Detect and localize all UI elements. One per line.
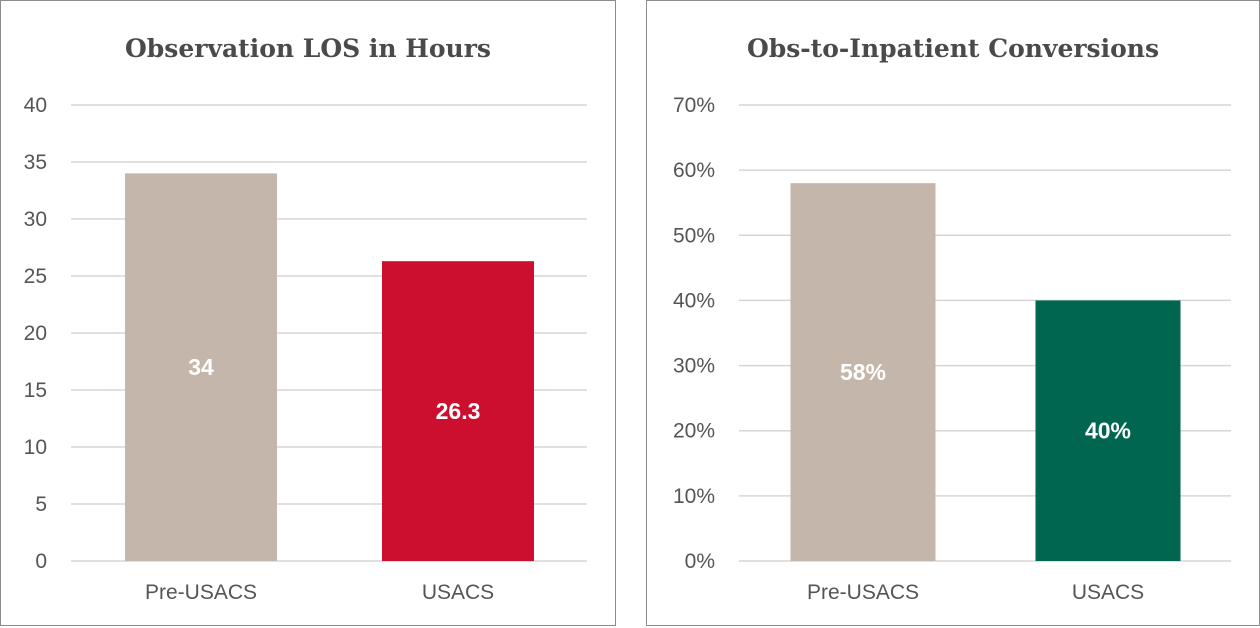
x-category-label: USACS xyxy=(422,581,494,604)
y-tick-label: 70% xyxy=(673,94,715,117)
x-category-label: USACS xyxy=(1072,581,1144,604)
y-tick-label: 20 xyxy=(24,322,47,345)
bar-usacs xyxy=(382,261,534,561)
conversions-bar-chart: Obs-to-Inpatient Conversions 0% 10% 20% 30%… xyxy=(673,34,1231,604)
y-tick-label: 50% xyxy=(673,224,715,247)
los-chart-panel: Observation LOS in Hours 0 5 10 15 20 25 30 35 4… xyxy=(0,0,616,626)
data-label: 58% xyxy=(840,359,886,385)
x-category-label: Pre-USACS xyxy=(807,581,919,604)
y-tick-label: 35 xyxy=(24,151,47,174)
bar-pre-usacs xyxy=(790,183,936,561)
bar-usacs xyxy=(1035,300,1181,561)
chart-title: Obs-to-Inpatient Conversions xyxy=(747,34,1159,63)
y-tick-label: 0% xyxy=(685,550,715,573)
y-tick-label: 10 xyxy=(24,436,47,459)
y-tick-label: 10% xyxy=(673,485,715,508)
y-tick-label: 40% xyxy=(673,289,715,312)
los-bar-chart: Observation LOS in Hours 0 5 10 15 20 25 30 35 4… xyxy=(24,34,587,604)
data-label: 26.3 xyxy=(436,398,481,424)
y-tick-label: 25 xyxy=(24,265,47,288)
conversions-chart-panel: Obs-to-Inpatient Conversions 0% 10% 20% 30%… xyxy=(646,0,1260,626)
y-tick-label: 30% xyxy=(673,355,715,378)
y-tick-label: 15 xyxy=(24,379,47,402)
chart-title: Observation LOS in Hours xyxy=(125,34,491,63)
y-tick-label: 30 xyxy=(24,208,47,231)
y-tick-label: 20% xyxy=(673,420,715,443)
y-tick-label: 40 xyxy=(24,94,47,117)
bar-pre-usacs xyxy=(125,173,277,561)
data-label: 34 xyxy=(188,354,214,380)
y-tick-label: 60% xyxy=(673,159,715,182)
y-tick-label: 5 xyxy=(35,493,47,516)
data-label: 40% xyxy=(1085,418,1131,444)
y-tick-label: 0 xyxy=(35,550,47,573)
x-category-label: Pre-USACS xyxy=(145,581,257,604)
